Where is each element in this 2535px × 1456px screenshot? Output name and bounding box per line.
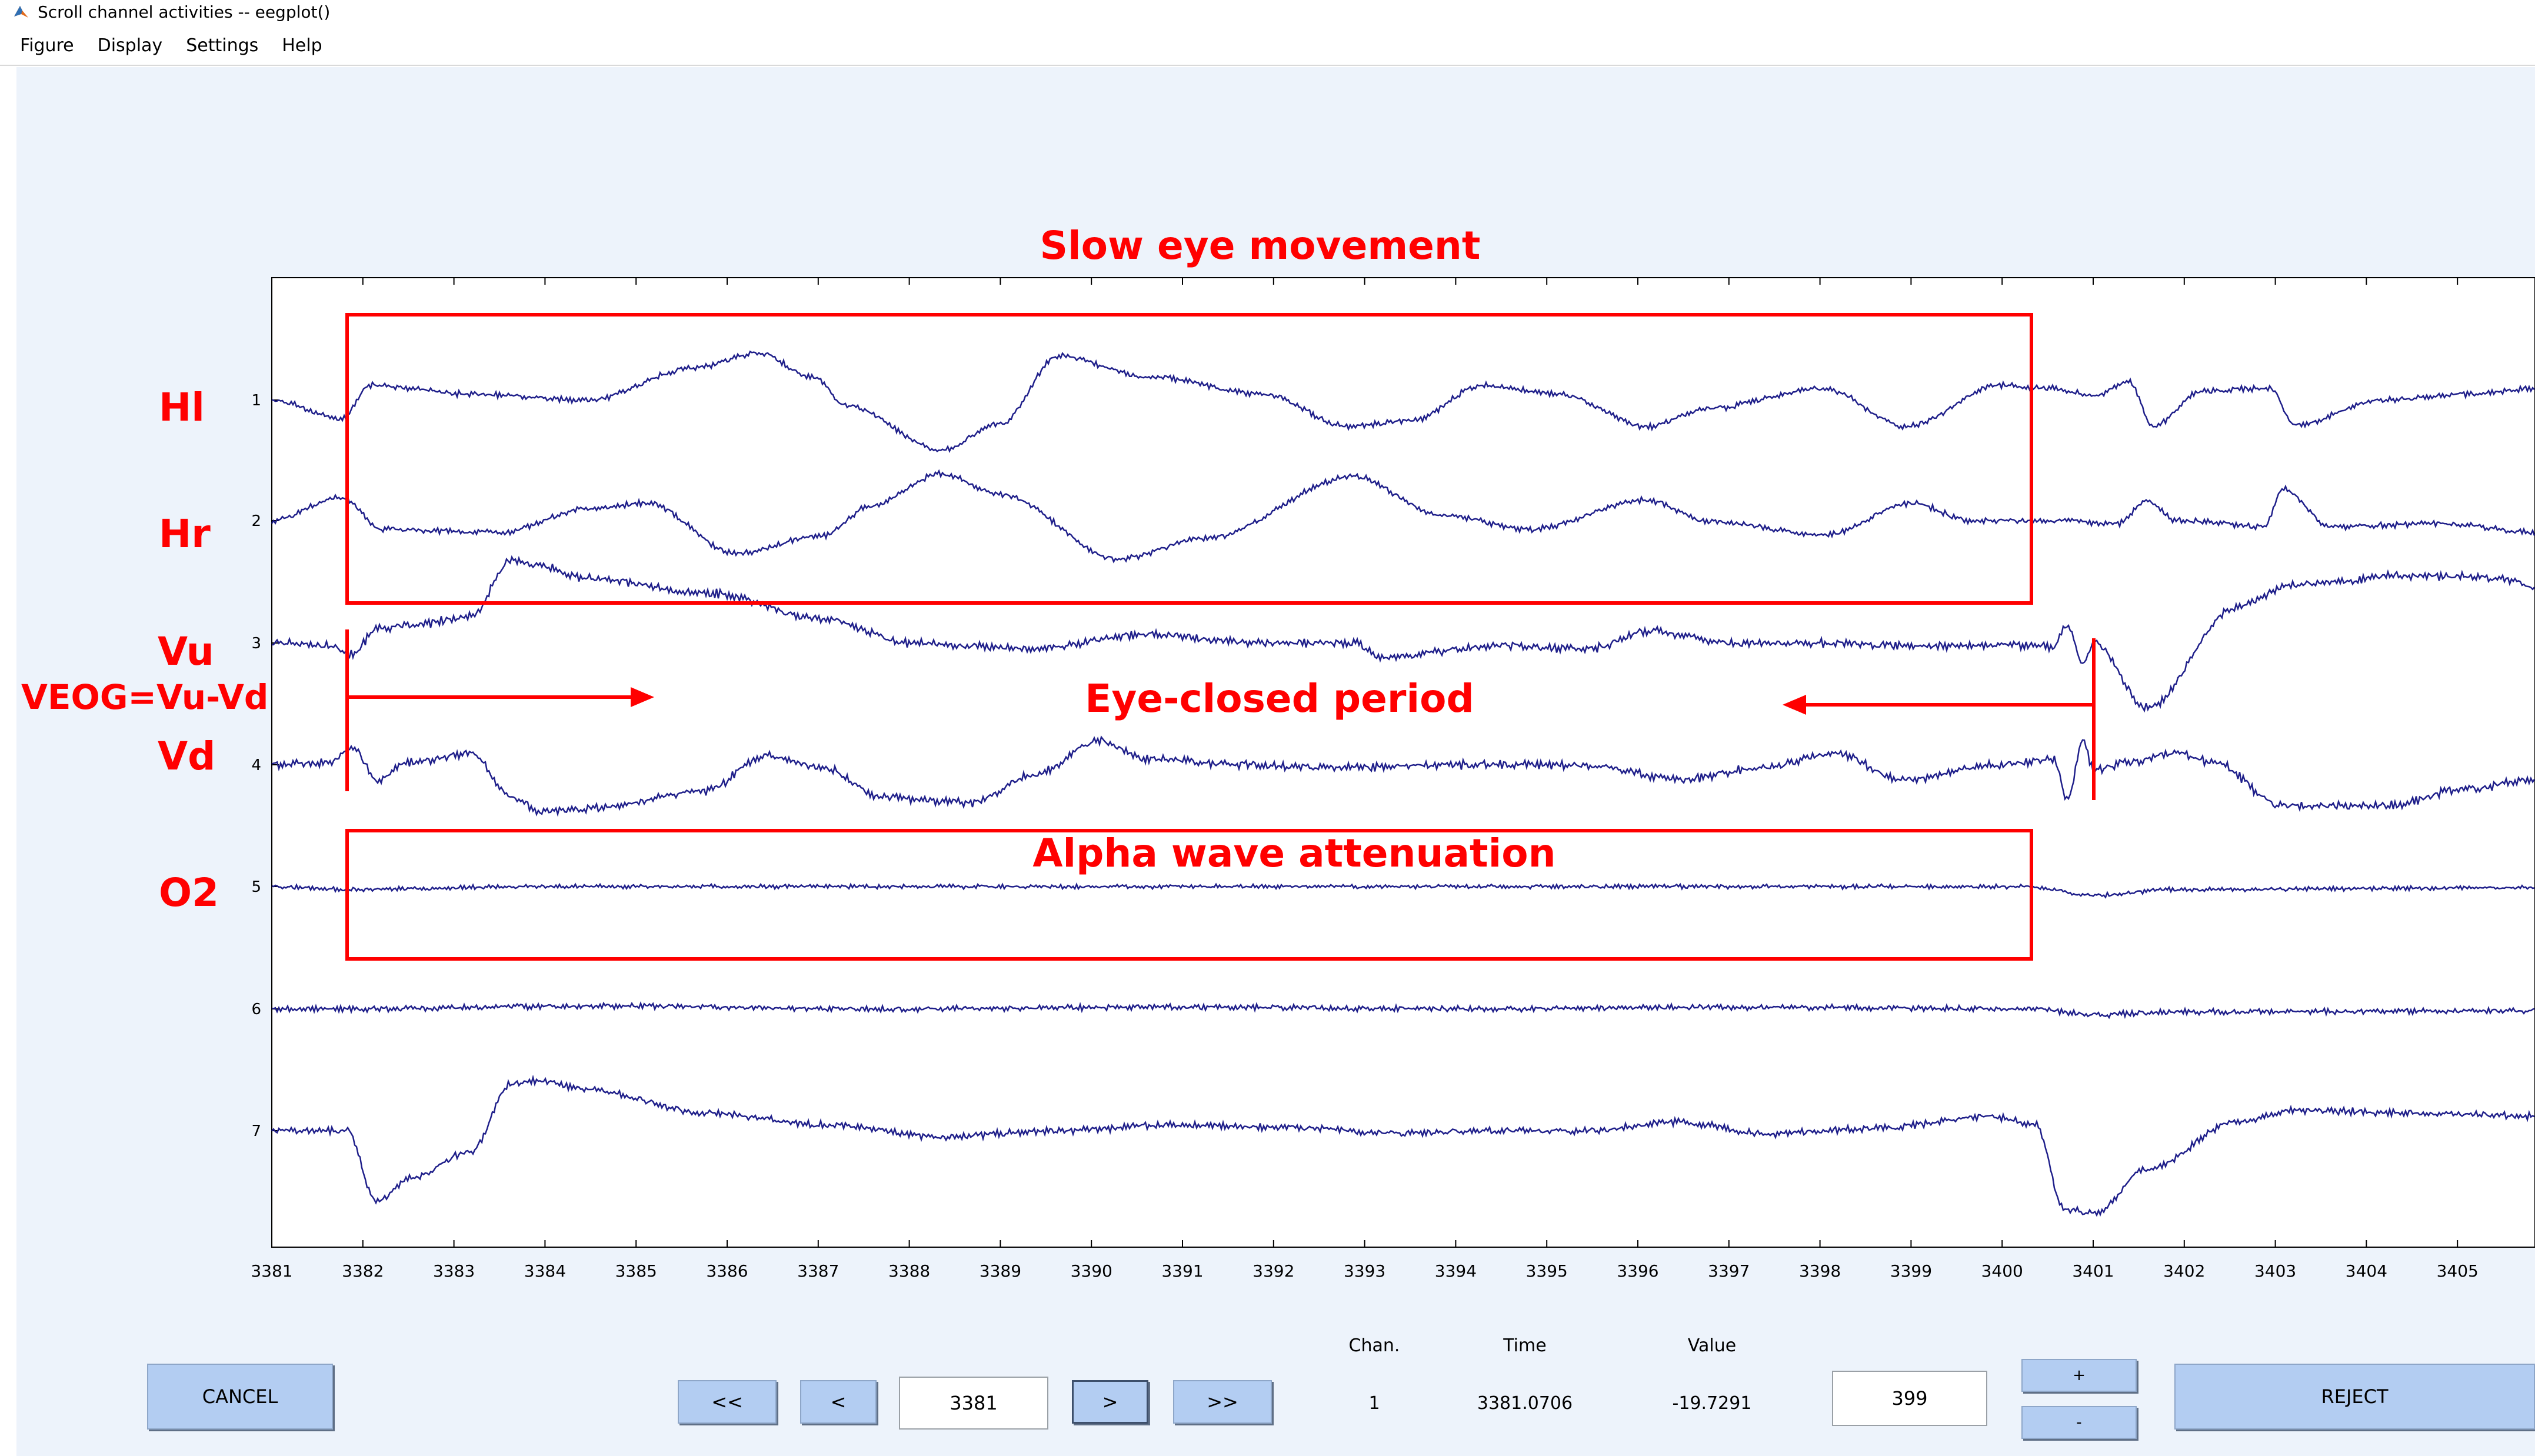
x-tick-label: 3389 bbox=[980, 1261, 1021, 1281]
title-bar: Scroll channel activities -- eegplot() bbox=[0, 0, 2535, 24]
chan-value: 1 bbox=[1368, 1393, 1380, 1414]
y-tick-label: 7 bbox=[251, 1122, 261, 1140]
scale-plus-button[interactable]: + bbox=[2021, 1359, 2137, 1392]
menu-figure[interactable]: Figure bbox=[20, 35, 74, 56]
x-tick-label: 3386 bbox=[706, 1261, 748, 1281]
eeg-trace-channel-5 bbox=[271, 882, 2535, 899]
x-tick-label: 3390 bbox=[1071, 1261, 1112, 1281]
x-tick-label: 3395 bbox=[1526, 1261, 1568, 1281]
x-tick-label: 3404 bbox=[2346, 1261, 2387, 1281]
x-tick-label: 3392 bbox=[1252, 1261, 1294, 1281]
eeg-trace-channel-2 bbox=[271, 469, 2535, 564]
menu-help[interactable]: Help bbox=[282, 35, 322, 56]
x-tick-label: 3405 bbox=[2437, 1261, 2479, 1281]
eeg-trace-channel-4 bbox=[271, 735, 2535, 817]
eeg-trace-channel-3 bbox=[271, 555, 2535, 713]
eeg-trace-channel-7 bbox=[271, 1074, 2535, 1217]
scale-input[interactable]: 399 bbox=[1832, 1371, 1987, 1426]
time-position-input[interactable]: 3381 bbox=[899, 1377, 1048, 1430]
eeg-traces bbox=[271, 350, 2535, 1217]
eeg-trace-channel-6 bbox=[271, 1001, 2535, 1019]
x-tick-label: 3403 bbox=[2254, 1261, 2296, 1281]
y-tick-label: 6 bbox=[251, 1001, 261, 1018]
x-axis: 3381 3382 3383 3384 3385 3386 3387 3388 3389 3390… bbox=[251, 278, 2479, 1281]
menu-display[interactable]: Display bbox=[97, 35, 163, 56]
y-tick-label: 1 bbox=[251, 392, 261, 409]
x-tick-label: 3387 bbox=[797, 1261, 839, 1281]
scroll-forward-button[interactable]: > bbox=[1072, 1380, 1148, 1424]
x-tick-label: 3401 bbox=[2072, 1261, 2114, 1281]
cancel-button[interactable]: CANCEL bbox=[147, 1364, 333, 1430]
eeg-trace-channel-1 bbox=[271, 350, 2535, 454]
scroll-back-far-button[interactable]: << bbox=[678, 1380, 777, 1424]
x-tick-label: 3382 bbox=[342, 1261, 384, 1281]
x-tick-label: 3397 bbox=[1708, 1261, 1750, 1281]
reject-button[interactable]: REJECT bbox=[2174, 1364, 2535, 1430]
y-tick-label: 2 bbox=[251, 512, 261, 530]
eeg-axes[interactable] bbox=[271, 277, 2535, 1248]
left-arrow-head bbox=[1783, 695, 1806, 715]
chan-label: Chan. bbox=[1348, 1335, 1400, 1356]
channel-label-vd: Vd bbox=[158, 734, 215, 779]
scroll-forward-far-button[interactable]: >> bbox=[1173, 1380, 1272, 1424]
x-tick-label: 3381 bbox=[251, 1261, 292, 1281]
x-tick-label: 3399 bbox=[1890, 1261, 1932, 1281]
annotation-overlay bbox=[345, 313, 2096, 961]
value-label: Value bbox=[1687, 1335, 1737, 1356]
x-tick-label: 3394 bbox=[1435, 1261, 1477, 1281]
x-tick-label: 3384 bbox=[524, 1261, 566, 1281]
window-title: Scroll channel activities -- eegplot() bbox=[38, 2, 331, 22]
channel-label-veog: VEOG=Vu-Vd bbox=[21, 677, 268, 717]
x-tick-label: 3396 bbox=[1617, 1261, 1658, 1281]
matlab-icon bbox=[14, 6, 28, 18]
y-tick-label: 3 bbox=[251, 635, 261, 652]
x-tick-label: 3398 bbox=[1799, 1261, 1841, 1281]
x-tick-label: 3400 bbox=[1981, 1261, 2023, 1281]
channel-label-o2: O2 bbox=[159, 870, 219, 915]
x-tick-label: 3393 bbox=[1344, 1261, 1385, 1281]
x-tick-label: 3391 bbox=[1161, 1261, 1203, 1281]
time-label: Time bbox=[1503, 1335, 1547, 1356]
menu-settings[interactable]: Settings bbox=[186, 35, 259, 56]
y-axis: 1 2 3 4 5 6 7 bbox=[251, 392, 279, 1140]
channel-label-vu: Vu bbox=[158, 629, 214, 674]
x-tick-label: 3388 bbox=[888, 1261, 930, 1281]
scale-minus-button[interactable]: - bbox=[2021, 1406, 2137, 1439]
alpha-wave-label: Alpha wave attenuation bbox=[1032, 831, 1555, 876]
channel-label-hl: Hl bbox=[159, 385, 205, 430]
slow-eye-movement-label: Slow eye movement bbox=[1040, 223, 1481, 268]
menu-bar: Figure Display Settings Help bbox=[0, 26, 2535, 66]
time-value: 3381.0706 bbox=[1477, 1393, 1573, 1414]
eye-closed-period-label: Eye-closed period bbox=[1085, 676, 1474, 721]
y-tick-label: 5 bbox=[251, 878, 261, 896]
right-arrow-head bbox=[631, 687, 654, 707]
scroll-back-button[interactable]: < bbox=[800, 1380, 877, 1424]
channel-label-hr: Hr bbox=[159, 511, 211, 557]
alpha-wave-box bbox=[345, 829, 2033, 961]
x-tick-label: 3383 bbox=[433, 1261, 475, 1281]
x-tick-label: 3385 bbox=[615, 1261, 657, 1281]
x-tick-label: 3402 bbox=[2163, 1261, 2205, 1281]
amplitude-value: -19.7291 bbox=[1672, 1393, 1752, 1414]
y-tick-label: 4 bbox=[251, 757, 261, 774]
slow-eye-movement-box bbox=[345, 313, 2033, 605]
